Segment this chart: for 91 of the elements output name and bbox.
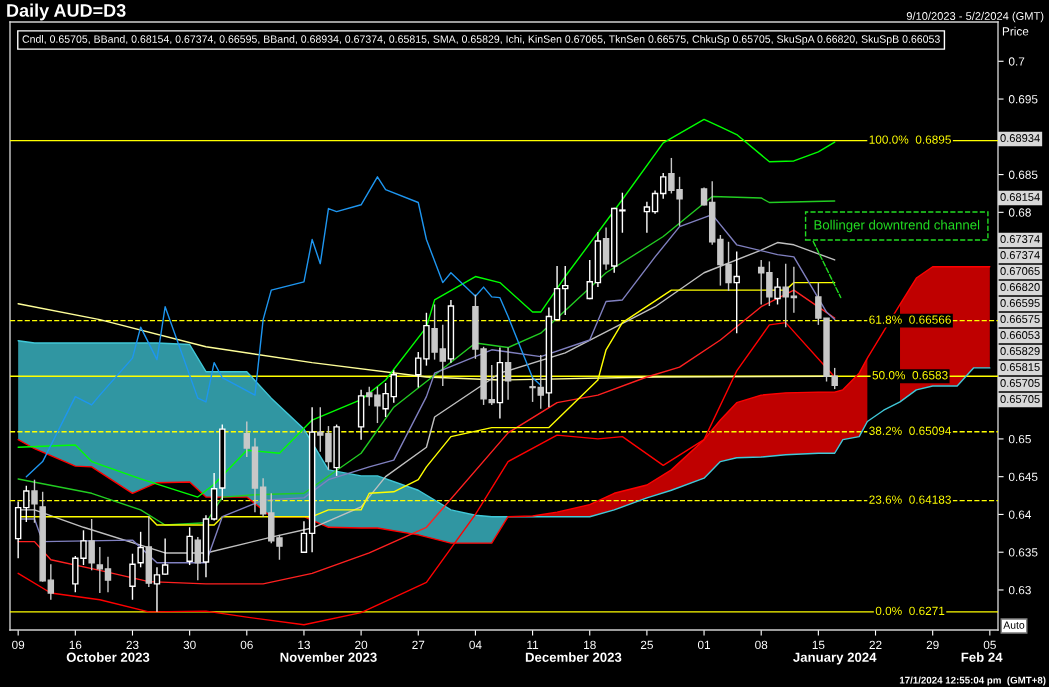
x-tick-label: 05 — [983, 640, 996, 650]
candlestick — [651, 189, 659, 215]
ref-line-label: 50.0% 0.6583 — [872, 371, 948, 380]
candlestick — [382, 382, 389, 418]
candlestick — [137, 531, 144, 569]
x-tick-label: 13 — [298, 640, 310, 650]
candlestick — [243, 420, 251, 458]
y-tick-label: 0.635 — [1008, 548, 1038, 557]
candlestick — [129, 553, 136, 601]
y-tick-label: 0.64 — [1008, 510, 1032, 519]
x-tick-label: 18 — [584, 640, 596, 650]
y-tick-label: 0.65 — [1008, 434, 1031, 444]
x2-tick-label: October 2023 — [66, 652, 150, 662]
x-tick-label: 09 — [12, 640, 25, 650]
annotation: Cndl, 0.65705, BBand, 0.68154, 0.67374, 0.66595, BBand, 0.68934, 0.67374, 0.65815, SMA, 0.65829, Ichi, KinSen 0.67065, TknSen 0.66575, ChkuSp 0.65705, SkuSpA 0.66820, SkuSpB 0.66053 — [22, 35, 940, 45]
x-tick-label: 22 — [869, 640, 882, 649]
text: 0.68934 — [1000, 134, 1040, 142]
candlestick — [619, 191, 626, 234]
ref-line-label: 23.6% 0.64183 — [869, 495, 951, 504]
x-tick-label: 04 — [469, 640, 482, 650]
line-series — [25, 176, 542, 478]
candlestick — [390, 369, 397, 404]
ref-line-label: 100.0% 0.6895 — [869, 135, 951, 144]
line-series — [17, 340, 991, 518]
candlestick — [659, 172, 667, 200]
candlestick — [374, 386, 381, 424]
candlestick — [733, 250, 740, 334]
x-tick-label: 08 — [755, 640, 768, 650]
candlestick — [415, 351, 422, 389]
candlestick — [23, 485, 30, 523]
text: 0.67374 — [1000, 235, 1040, 243]
text: 0.66595 — [1000, 299, 1040, 307]
chart-title: Daily AUD=D3 — [7, 3, 126, 21]
text: 0.66575 — [1000, 315, 1040, 323]
candlestick — [96, 546, 104, 594]
candlestick — [700, 186, 708, 207]
text: 0.68154 — [1000, 193, 1040, 201]
text: 0.67374 — [1000, 251, 1040, 259]
y-tick-label: 0.685 — [1008, 170, 1038, 179]
y-tick-label: 0.645 — [1008, 472, 1038, 482]
text: 0.65815 — [1000, 363, 1040, 371]
candlestick — [774, 277, 781, 306]
y-tick-label: 0.68 — [1008, 208, 1031, 217]
x-tick-label: 01 — [697, 640, 711, 650]
candlestick — [47, 563, 55, 601]
x-tick-label: 11 — [527, 640, 539, 649]
ref-line-label: 61.8% 0.66566 — [869, 315, 951, 324]
candlestick — [439, 324, 446, 387]
annotation: 9/10/2023 - 5/2/2024 (GMT) — [906, 11, 1044, 23]
x-tick-label: 27 — [412, 640, 425, 649]
x2-tick-label: Feb 24 — [961, 652, 1003, 662]
x-tick-label: 15 — [812, 640, 825, 650]
text: Auto — [1003, 621, 1025, 629]
candlestick — [161, 537, 169, 576]
text: 0.66053 — [1000, 331, 1040, 339]
x-tick-label: 30 — [183, 640, 196, 650]
ref-line-label: 0.0% 0.6271 — [875, 606, 945, 616]
y-tick-label: 0.7 — [1008, 57, 1025, 66]
candlestick — [300, 520, 308, 554]
ref-line-label: 38.2% 0.65094 — [869, 426, 952, 435]
y-axis-title: Price — [1002, 26, 1029, 36]
candlestick — [529, 377, 536, 403]
candlestick — [431, 303, 438, 361]
x-tick-label: 29 — [926, 640, 939, 650]
candlestick — [153, 566, 161, 613]
candlestick — [104, 556, 112, 593]
x2-tick-label: January 2024 — [793, 652, 877, 665]
y-tick-label: 0.695 — [1008, 95, 1038, 104]
candlestick — [643, 201, 651, 234]
annotation: Bollinger downtrend channel — [814, 219, 980, 233]
candlestick — [31, 479, 38, 524]
text: 0.67065 — [1000, 267, 1040, 275]
candlestick — [504, 346, 512, 401]
candlestick — [790, 266, 798, 314]
x-tick-label: 23 — [126, 640, 139, 650]
x2-tick-label: November 2023 — [280, 652, 377, 662]
text: 17/1/2024 12:55:04 pm (GMT+8) — [899, 676, 1046, 686]
candlestick — [586, 259, 593, 300]
text: 0.65829 — [1000, 347, 1040, 355]
text: 0.66820 — [1000, 283, 1040, 291]
text: 0.65705 — [1000, 379, 1040, 387]
x2-tick-label: December 2023 — [525, 652, 622, 662]
text: 0.65705 — [1000, 395, 1040, 403]
candlestick — [366, 386, 373, 407]
y-tick-label: 0.63 — [1008, 586, 1031, 595]
x-tick-label: 25 — [640, 640, 653, 650]
candlestick — [782, 262, 789, 328]
candlestick — [537, 354, 544, 410]
x-tick-label: 16 — [69, 640, 82, 650]
x-tick-label: 06 — [240, 640, 253, 650]
x-tick-label: 20 — [355, 640, 368, 650]
